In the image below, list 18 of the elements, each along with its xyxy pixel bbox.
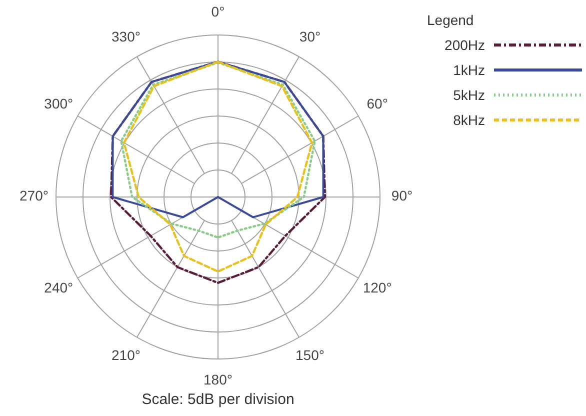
text: 5kHz <box>453 87 485 103</box>
spoke-label: 210° <box>112 347 140 364</box>
text: Scale: 5dB per division <box>142 391 294 408</box>
spoke-label: 240° <box>44 280 74 296</box>
spoke-label: 330° <box>112 28 140 44</box>
spoke-label: 60° <box>366 96 388 112</box>
spoke-label: 90° <box>391 188 413 204</box>
legend-title: Legend <box>427 12 474 28</box>
text: 1kHz <box>453 62 485 78</box>
spoke-label: 300° <box>44 96 74 112</box>
spoke-label: 270° <box>20 188 48 204</box>
text: 8kHz <box>453 112 485 128</box>
spoke-label: 150° <box>296 347 324 364</box>
spoke-label: 180° <box>204 372 232 388</box>
spoke-label: 120° <box>362 280 392 296</box>
spoke-label: 0° <box>211 4 225 20</box>
spoke-label: 30° <box>299 28 321 44</box>
text: 200Hz <box>444 37 485 53</box>
